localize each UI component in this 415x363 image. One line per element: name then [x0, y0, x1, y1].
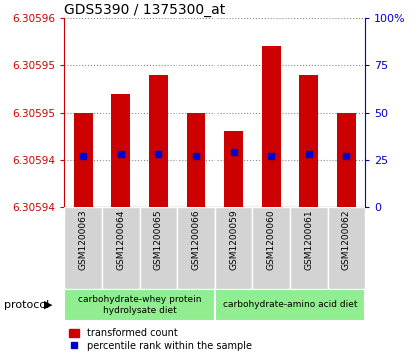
Bar	[224, 131, 243, 207]
Text: ▶: ▶	[44, 300, 52, 310]
Bar	[252, 207, 290, 289]
Text: protocol: protocol	[4, 300, 49, 310]
Text: GDS5390 / 1375300_at: GDS5390 / 1375300_at	[64, 3, 226, 17]
Text: GSM1200062: GSM1200062	[342, 209, 351, 270]
Bar	[111, 94, 130, 207]
Text: GSM1200066: GSM1200066	[191, 209, 200, 270]
Bar	[215, 207, 252, 289]
Bar	[215, 289, 365, 321]
Bar	[149, 75, 168, 207]
Bar	[139, 207, 177, 289]
Bar	[327, 207, 365, 289]
Text: GSM1200059: GSM1200059	[229, 209, 238, 270]
Bar	[262, 46, 281, 207]
Text: carbohydrate-whey protein
hydrolysate diet: carbohydrate-whey protein hydrolysate di…	[78, 295, 201, 315]
Bar	[337, 113, 356, 207]
Bar	[102, 207, 139, 289]
Legend: transformed count, percentile rank within the sample: transformed count, percentile rank withi…	[69, 328, 251, 351]
Bar	[187, 113, 205, 207]
Text: GSM1200060: GSM1200060	[267, 209, 276, 270]
Bar	[64, 289, 215, 321]
Text: carbohydrate-amino acid diet: carbohydrate-amino acid diet	[223, 301, 357, 309]
Text: GSM1200061: GSM1200061	[304, 209, 313, 270]
Text: GSM1200064: GSM1200064	[116, 209, 125, 270]
Bar	[177, 207, 215, 289]
Bar	[64, 207, 102, 289]
Bar	[290, 207, 327, 289]
Bar	[299, 75, 318, 207]
Text: GSM1200063: GSM1200063	[78, 209, 88, 270]
Bar	[74, 113, 93, 207]
Text: GSM1200065: GSM1200065	[154, 209, 163, 270]
